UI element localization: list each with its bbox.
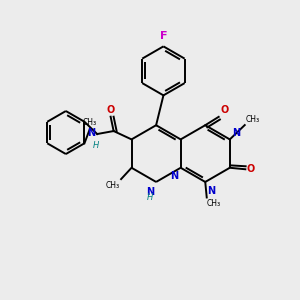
Text: CH₃: CH₃	[207, 199, 221, 208]
Text: H: H	[93, 141, 99, 150]
Text: N: N	[146, 187, 154, 197]
Text: H: H	[146, 193, 153, 202]
Text: N: N	[207, 185, 215, 196]
Text: O: O	[247, 164, 255, 174]
Text: O: O	[106, 105, 115, 115]
Text: F: F	[160, 31, 167, 41]
Text: CH₃: CH₃	[246, 115, 260, 124]
Text: CH₃: CH₃	[83, 118, 97, 127]
Text: CH₃: CH₃	[106, 181, 120, 190]
Text: N: N	[232, 128, 240, 138]
Text: N: N	[88, 128, 96, 137]
Text: N: N	[170, 171, 178, 182]
Text: O: O	[220, 105, 228, 116]
